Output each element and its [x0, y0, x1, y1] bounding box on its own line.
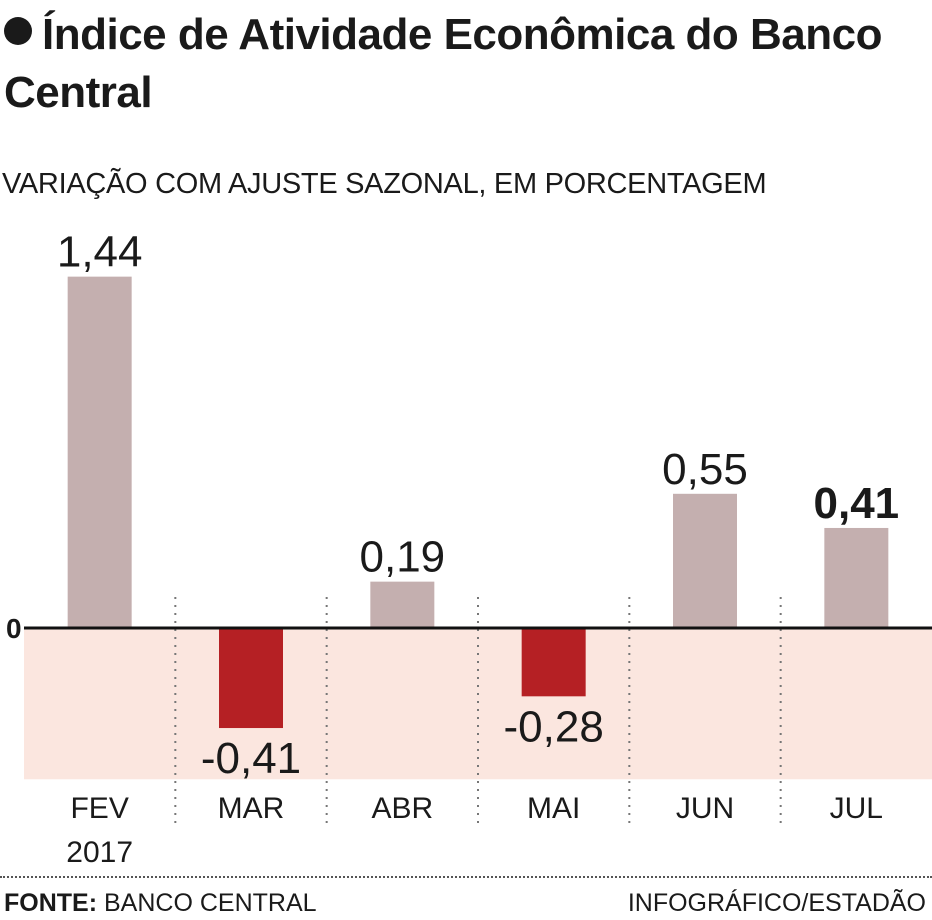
- bar-jun: [673, 493, 737, 628]
- data-label-mar: -0,41: [201, 734, 301, 783]
- x-tick-label-mai: MAI: [527, 792, 580, 825]
- data-label-jul: 0,41: [814, 479, 900, 528]
- chart-title: Índice de Atividade Econômica do Banco C…: [4, 6, 924, 122]
- chart-title-text: Índice de Atividade Econômica do Banco C…: [4, 10, 883, 117]
- bar-abr: [370, 581, 435, 628]
- source-note: FONTE: BANCO CENTRAL: [4, 889, 317, 918]
- y-tick-label-zero: 0: [6, 613, 22, 644]
- source-text: BANCO CENTRAL: [104, 889, 317, 917]
- x-tick-label-abr: ABR: [371, 792, 433, 825]
- x-tick-label-fev: FEV: [70, 792, 128, 825]
- footer-divider: [0, 876, 932, 878]
- x-tick-label-jul: JUL: [830, 792, 883, 825]
- bar-mar: [219, 628, 283, 729]
- bullet-icon: [4, 17, 32, 45]
- bar-chart: 1,44 FEV 2017 -0,41 MAR 0,19 ABR -0,28 MAI 0,55 JU…: [6, 228, 932, 869]
- data-label-mai: -0,28: [504, 702, 604, 751]
- negative-region-band: [24, 628, 932, 780]
- data-label-abr: 0,19: [360, 533, 446, 582]
- data-label-jun: 0,55: [662, 445, 748, 494]
- source-label: FONTE:: [4, 889, 98, 917]
- bar-fev: [67, 276, 132, 628]
- data-label-fev: 1,44: [57, 228, 143, 277]
- credit-note: INFOGRÁFICO/ESTADÃO: [627, 889, 926, 917]
- x-tick-label-jun: JUN: [676, 792, 734, 825]
- x-tick-label-mar: MAR: [218, 792, 285, 825]
- bar-jul: [824, 527, 889, 628]
- x-tick-sublabel-fev: 2017: [66, 836, 133, 869]
- bar-mai: [521, 628, 586, 697]
- chart-subtitle: VARIAÇÃO COM AJUSTE SAZONAL, EM PORCENTA…: [2, 168, 767, 200]
